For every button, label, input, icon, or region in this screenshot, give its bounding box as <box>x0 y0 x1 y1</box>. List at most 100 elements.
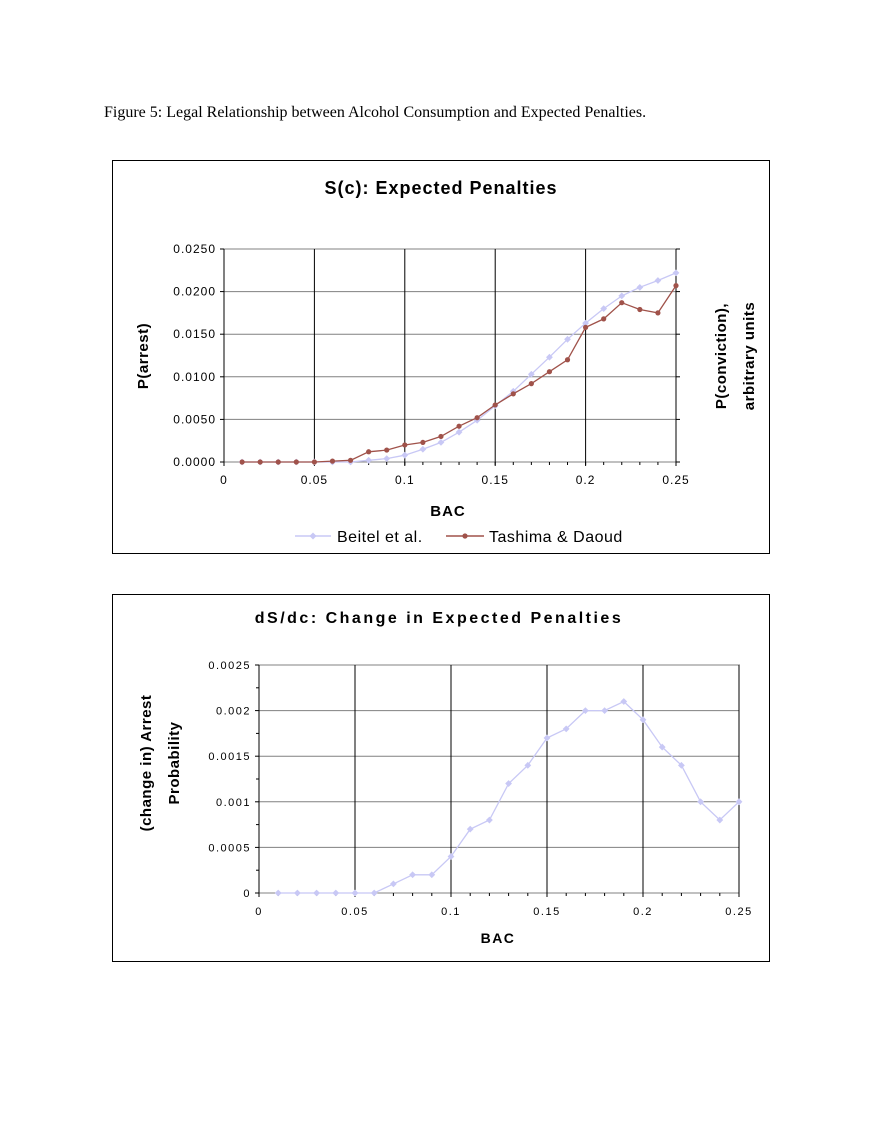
data-point <box>636 283 644 291</box>
data-point <box>543 734 551 742</box>
data-point <box>447 853 455 860</box>
data-point <box>735 798 743 806</box>
data-point <box>329 458 336 464</box>
expected-penalties-svg: S(c): Expected Penalties 0.0000 0.0050 0.0… <box>135 178 758 546</box>
data-point <box>438 433 444 440</box>
change-in-expected-penalties-svg: dS/dc: Change in Expected Penalties 0 0.0… <box>138 610 752 946</box>
data-point <box>492 402 498 408</box>
expected-penalties-chart: S(c): Expected Penalties 0.0000 0.0050 0.0… <box>112 160 770 554</box>
x-axis-label: BAC <box>430 503 466 520</box>
legend-item-beitel: Beitel et al. <box>295 529 423 546</box>
data-point <box>366 449 372 455</box>
x-tick-label: 0.05 <box>341 906 368 918</box>
legend-marker-tashima <box>462 533 468 539</box>
y-tick-label: 0.0250 <box>173 242 216 256</box>
y-tick-label: 0.0200 <box>173 285 216 299</box>
data-point <box>365 456 373 464</box>
y-tick-labels: 0.0000 0.0050 0.0100 0.0150 0.0200 0.0250 <box>173 242 216 469</box>
data-point <box>546 369 553 375</box>
x-tick-label: 0.15 <box>482 473 509 487</box>
x-tick-label: 0.25 <box>725 906 752 918</box>
data-point <box>528 381 534 387</box>
data-point <box>466 825 474 833</box>
plot-area <box>258 664 740 894</box>
series-group <box>274 698 743 897</box>
x-tick-label: 0.2 <box>576 473 596 487</box>
grid <box>255 664 740 897</box>
data-point <box>716 816 724 824</box>
change-in-expected-penalties-chart: dS/dc: Change in Expected Penalties 0 0.0… <box>112 594 770 962</box>
series-0 <box>274 698 743 897</box>
data-point <box>505 780 512 787</box>
data-point <box>347 457 354 463</box>
data-point <box>370 889 378 897</box>
data-point <box>456 423 462 429</box>
x-tick-label: 0.05 <box>301 473 328 487</box>
data-point <box>390 880 397 888</box>
data-point <box>437 439 445 446</box>
data-point <box>474 415 480 421</box>
data-point <box>294 889 301 897</box>
grid <box>220 248 680 466</box>
y-tick-label: 0 <box>243 888 251 900</box>
legend-label-tashima: Tashima & Daoud <box>489 529 623 546</box>
data-point <box>654 277 662 284</box>
chart-title: S(c): Expected Penalties <box>324 178 557 198</box>
series-1 <box>239 283 679 465</box>
y-tick-label: 0.0100 <box>173 370 216 384</box>
data-point <box>527 370 535 378</box>
data-point <box>697 798 704 806</box>
data-point <box>620 698 628 705</box>
data-point <box>619 300 625 306</box>
data-point <box>311 459 317 465</box>
chart-title: dS/dc: Change in Expected Penalties <box>255 610 623 627</box>
data-point <box>564 357 571 363</box>
data-point <box>678 761 685 769</box>
data-point <box>257 459 263 465</box>
data-point <box>384 447 390 453</box>
data-point <box>637 306 643 313</box>
data-point <box>419 445 427 453</box>
secondary-y-axis-label-line1: P(conviction), <box>713 303 730 409</box>
data-point <box>672 269 680 277</box>
y-tick-label: 0.0005 <box>208 842 251 854</box>
x-tick-label: 0.2 <box>633 906 653 918</box>
data-point <box>402 442 408 448</box>
data-point <box>601 707 608 714</box>
data-point <box>562 725 570 733</box>
data-point <box>455 428 463 436</box>
y-tick-label: 0.0015 <box>208 751 251 763</box>
y-tick-label: 0.0000 <box>173 455 216 469</box>
legend-marker-beitel <box>309 532 317 540</box>
legend-item-tashima: Tashima & Daoud <box>446 529 623 546</box>
data-point <box>409 871 416 879</box>
y-tick-label: 0.001 <box>216 797 251 809</box>
y-tick-labels: 0 0.0005 0.001 0.0015 0.002 0.0025 <box>208 660 251 900</box>
y-tick-label: 0.002 <box>216 706 251 718</box>
y-axis-label: P(arrest) <box>135 323 152 389</box>
x-tick-label: 0 <box>220 473 228 487</box>
legend-label-beitel: Beitel et al. <box>337 529 423 546</box>
y-tick-label: 0.0050 <box>173 412 216 426</box>
data-point <box>401 451 409 459</box>
plot-area <box>223 248 677 463</box>
series-line <box>278 700 740 894</box>
data-point <box>655 310 661 316</box>
y-tick-label: 0.0025 <box>208 660 251 672</box>
data-point <box>601 316 607 322</box>
x-tick-label: 0.25 <box>662 473 689 487</box>
series-group <box>238 269 680 466</box>
data-point <box>428 871 436 879</box>
data-point <box>524 761 532 769</box>
x-tick-label: 0.1 <box>395 473 415 487</box>
x-axis-label: BAC <box>481 930 516 946</box>
data-point <box>239 459 245 465</box>
x-tick-label: 0.15 <box>533 906 560 918</box>
y-axis-label-line1: (change in) Arrest <box>138 695 155 832</box>
data-point <box>313 889 320 897</box>
legend: Beitel et al. Tashima & Daoud <box>295 529 623 546</box>
data-point <box>332 889 340 897</box>
data-point <box>275 459 281 465</box>
data-point <box>658 743 666 751</box>
data-point <box>583 324 589 330</box>
